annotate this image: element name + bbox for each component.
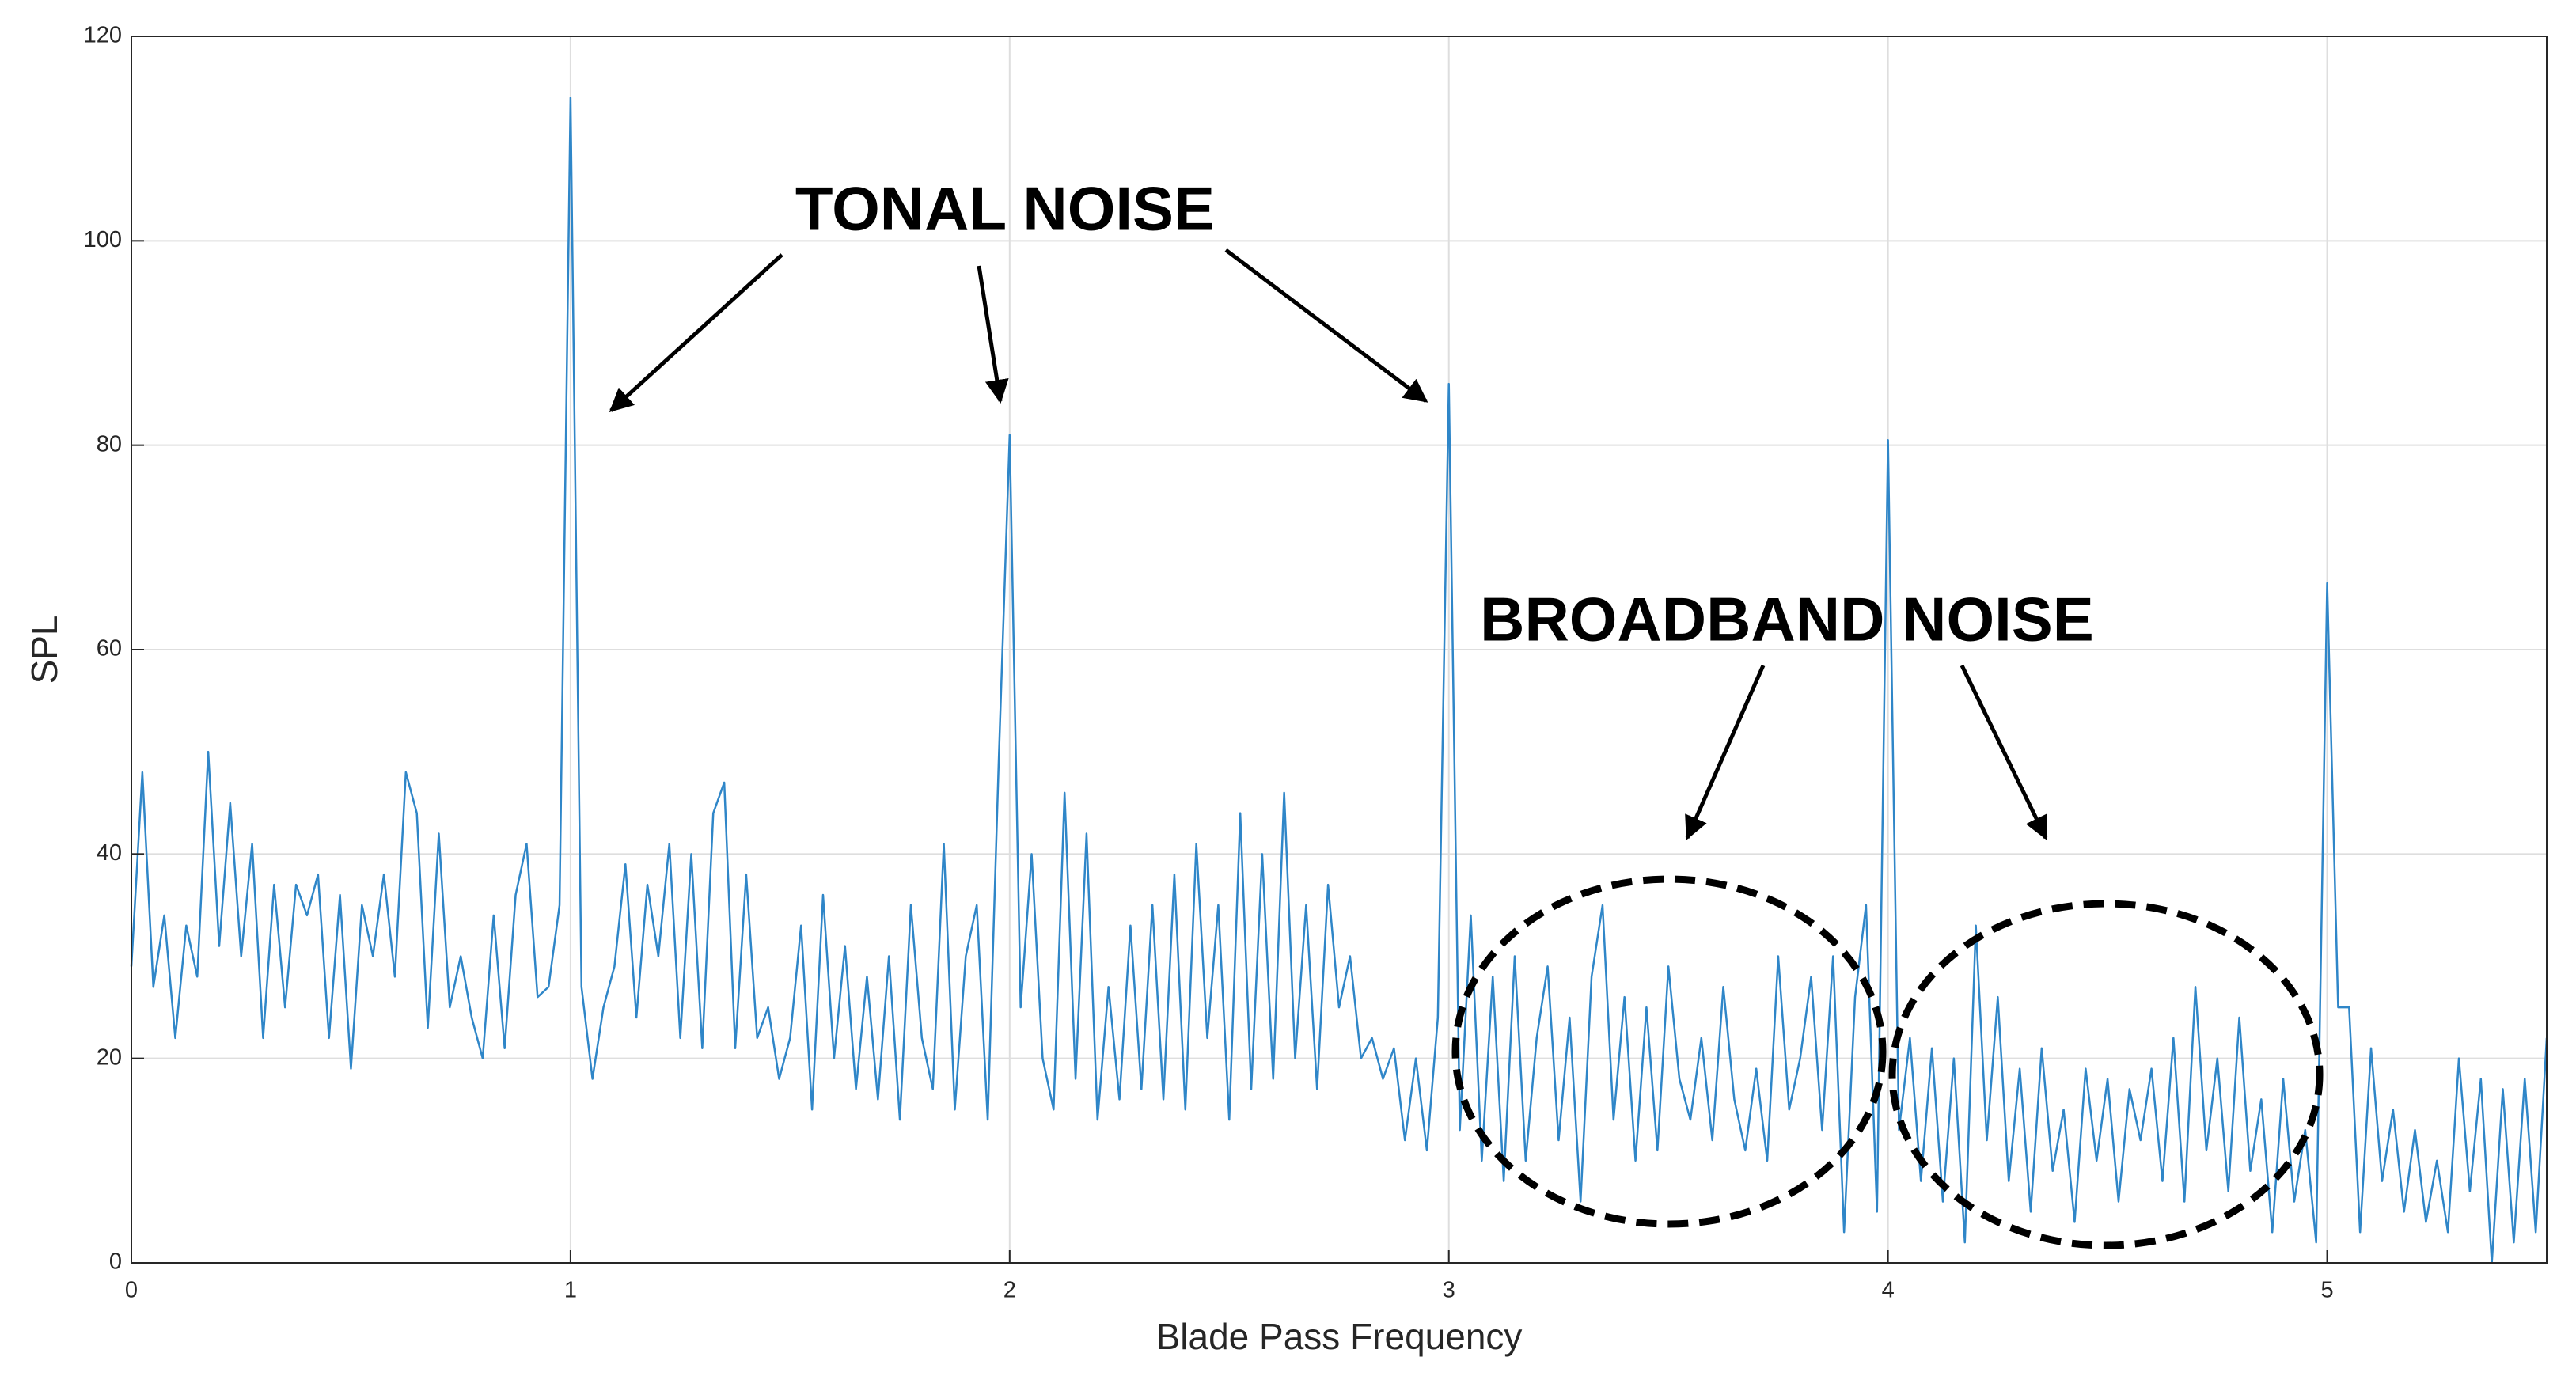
arrow <box>1960 664 2048 840</box>
arrow <box>1685 664 1766 840</box>
x-tick-label: 2 <box>1003 1278 1016 1303</box>
annotation-ellipses <box>1451 875 2324 1249</box>
x-tick-label: 1 <box>564 1278 577 1303</box>
y-tick-label: 20 <box>97 1044 122 1070</box>
series-line <box>130 97 2548 1264</box>
x-tick-label: 5 <box>2320 1278 2333 1303</box>
ellipse <box>1888 900 2324 1249</box>
annotation: TONAL NOISE <box>795 174 1215 244</box>
x-tick-label: 4 <box>1882 1278 1895 1303</box>
arrow <box>977 265 1009 404</box>
y-tick-label: 120 <box>84 23 122 48</box>
y-tick-label: 80 <box>97 431 122 457</box>
x-axis-label: Blade Pass Frequency <box>1156 1316 1523 1357</box>
annotation-arrows <box>609 248 2048 840</box>
y-tick-label: 60 <box>97 636 122 661</box>
series <box>130 97 2548 1264</box>
arrow <box>1224 248 1428 403</box>
y-tick-label: 100 <box>84 227 122 252</box>
ellipse <box>1451 875 1887 1228</box>
annotation: BROADBAND NOISE <box>1480 585 2094 654</box>
y-axis-label: SPL <box>24 616 65 684</box>
arrow <box>609 253 783 413</box>
y-tick-label: 40 <box>97 840 122 866</box>
x-tick-label: 0 <box>125 1278 138 1303</box>
y-tick-label: 0 <box>109 1249 122 1275</box>
x-tick-label: 3 <box>1443 1278 1455 1303</box>
